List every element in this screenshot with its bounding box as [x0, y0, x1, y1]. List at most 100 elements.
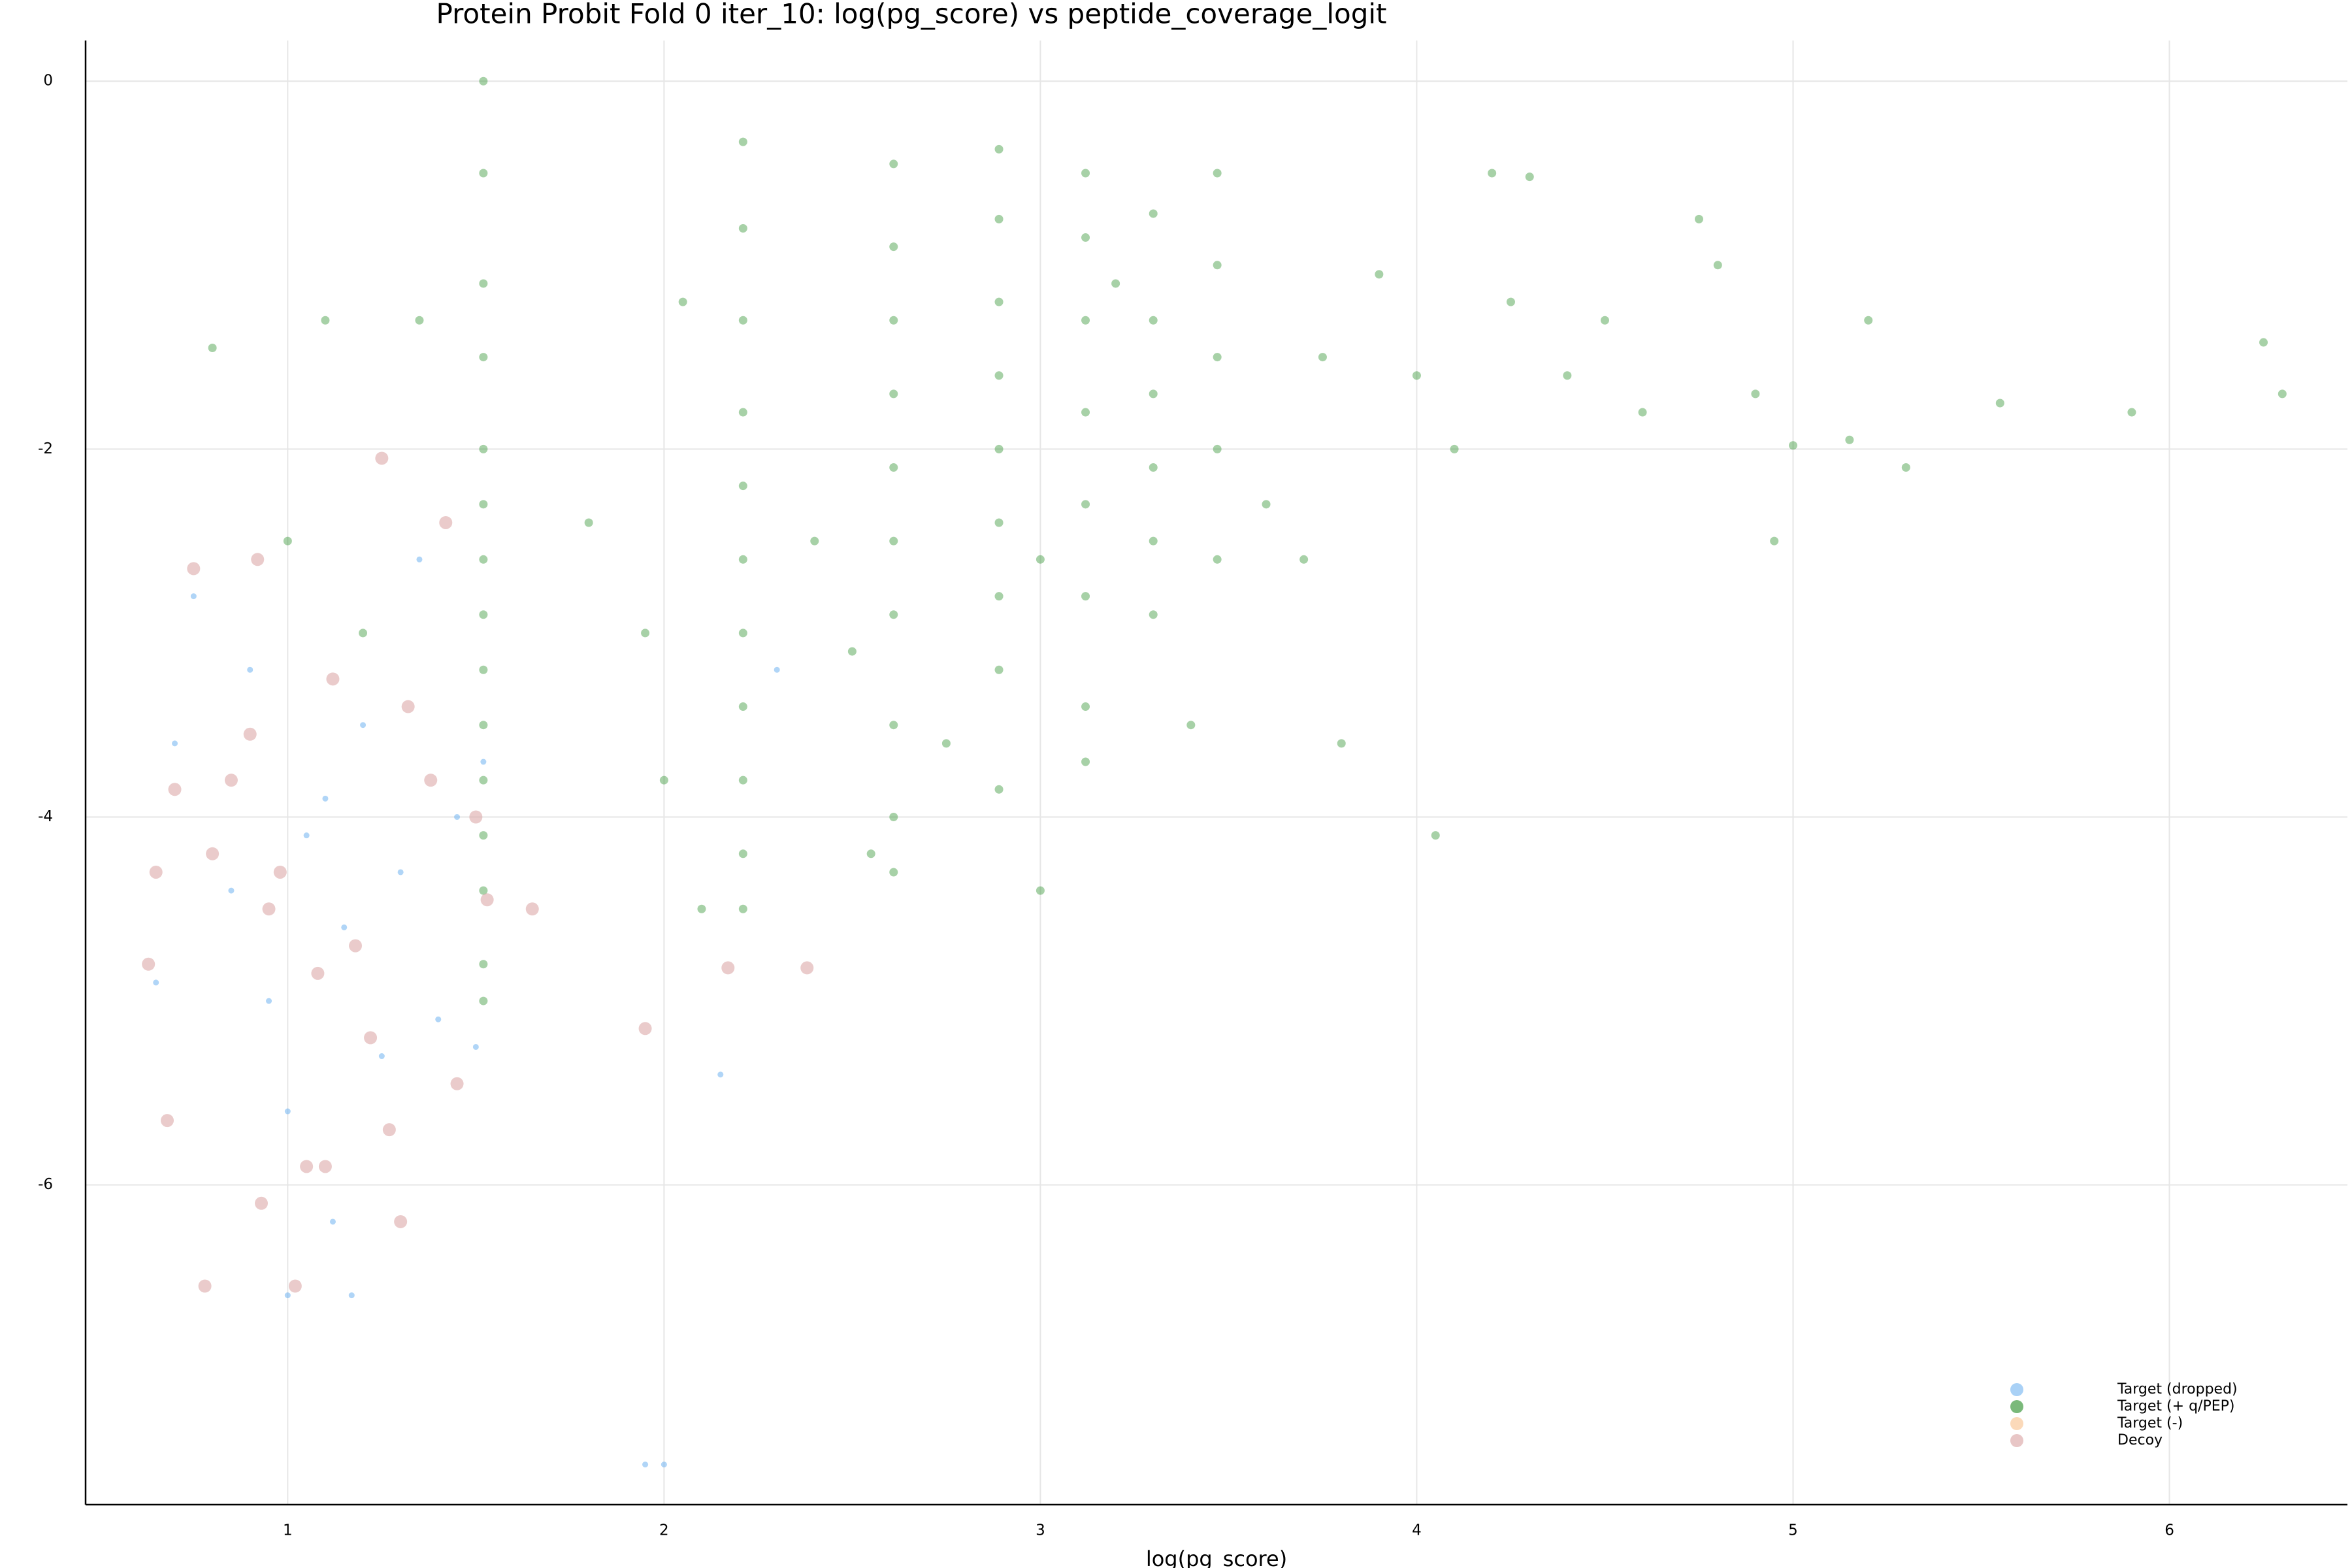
point: [322, 795, 329, 802]
point: [738, 137, 747, 146]
point: [738, 849, 747, 858]
point: [641, 629, 650, 638]
point: [738, 555, 747, 564]
point: [469, 810, 483, 824]
point: [142, 957, 155, 971]
point: [994, 144, 1004, 154]
point: [394, 1215, 408, 1228]
point: [1600, 316, 1609, 325]
point: [774, 666, 780, 673]
point: [359, 629, 368, 638]
point: [2278, 389, 2287, 399]
point: [190, 593, 197, 600]
point: [168, 783, 182, 796]
point: [889, 316, 898, 325]
point: [397, 869, 404, 875]
point: [1525, 172, 1534, 182]
point: [255, 1196, 269, 1210]
point: [1506, 297, 1515, 306]
point: [889, 868, 898, 877]
point: [1375, 270, 1384, 279]
x-tick-label: 3: [1036, 1522, 1045, 1539]
point: [2259, 338, 2268, 347]
point: [1318, 353, 1327, 362]
point: [360, 722, 367, 728]
y-tick-label: -6: [38, 1176, 53, 1193]
point: [994, 371, 1004, 380]
point: [1081, 592, 1090, 601]
point: [1081, 316, 1090, 325]
point: [329, 1218, 336, 1225]
point: [1788, 441, 1797, 450]
point: [479, 831, 488, 840]
point: [1864, 316, 1873, 325]
point: [584, 518, 593, 527]
legend-marker: [2010, 1400, 2023, 1413]
x-axis-label: log(pg_score): [1146, 1546, 1287, 1568]
point: [1149, 536, 1158, 546]
point: [525, 902, 539, 916]
point: [697, 904, 706, 913]
point: [889, 721, 898, 730]
point: [1036, 886, 1045, 895]
x-tick-label: 4: [1412, 1522, 1422, 1539]
point: [738, 629, 747, 638]
legend-marker: [2010, 1434, 2023, 1447]
point: [382, 1123, 396, 1137]
point: [1111, 279, 1120, 288]
point: [738, 408, 747, 417]
point: [1213, 555, 1222, 564]
point: [642, 1462, 649, 1468]
point: [1149, 209, 1158, 218]
point: [847, 647, 857, 656]
point: [889, 812, 898, 821]
point: [941, 739, 951, 748]
point: [889, 389, 898, 399]
point: [1213, 261, 1222, 270]
point: [161, 1114, 174, 1128]
point: [2127, 408, 2136, 417]
point: [479, 353, 488, 362]
point: [1262, 500, 1271, 509]
point: [889, 242, 898, 252]
x-tick-label: 2: [659, 1522, 669, 1539]
x-tick-label: 1: [283, 1522, 293, 1539]
point: [479, 169, 488, 178]
point: [659, 776, 668, 785]
point: [479, 555, 488, 564]
point: [1450, 444, 1459, 453]
point: [375, 451, 389, 465]
point: [738, 316, 747, 325]
point: [364, 1031, 378, 1045]
point: [206, 847, 220, 860]
point: [1213, 169, 1222, 178]
point: [1563, 371, 1572, 380]
point: [479, 279, 488, 288]
point: [994, 785, 1004, 794]
point: [1412, 371, 1421, 380]
point: [1036, 555, 1045, 564]
point: [321, 316, 330, 325]
x-tick-label: 6: [2164, 1522, 2174, 1539]
legend-marker: [2010, 1417, 2023, 1430]
point: [1713, 261, 1722, 270]
point: [479, 665, 488, 674]
point: [1213, 353, 1222, 362]
point: [479, 776, 488, 785]
point: [994, 518, 1004, 527]
point: [1081, 233, 1090, 242]
point: [284, 1108, 291, 1115]
point: [300, 1160, 314, 1173]
point: [480, 759, 487, 765]
point: [341, 924, 348, 930]
point: [311, 966, 325, 980]
point: [435, 1016, 442, 1022]
point: [349, 939, 363, 953]
point: [208, 344, 217, 353]
point: [153, 979, 159, 986]
y-tick-label: -4: [38, 808, 53, 825]
point: [247, 666, 253, 673]
point: [439, 515, 453, 529]
point: [284, 1292, 291, 1299]
point: [273, 865, 287, 879]
